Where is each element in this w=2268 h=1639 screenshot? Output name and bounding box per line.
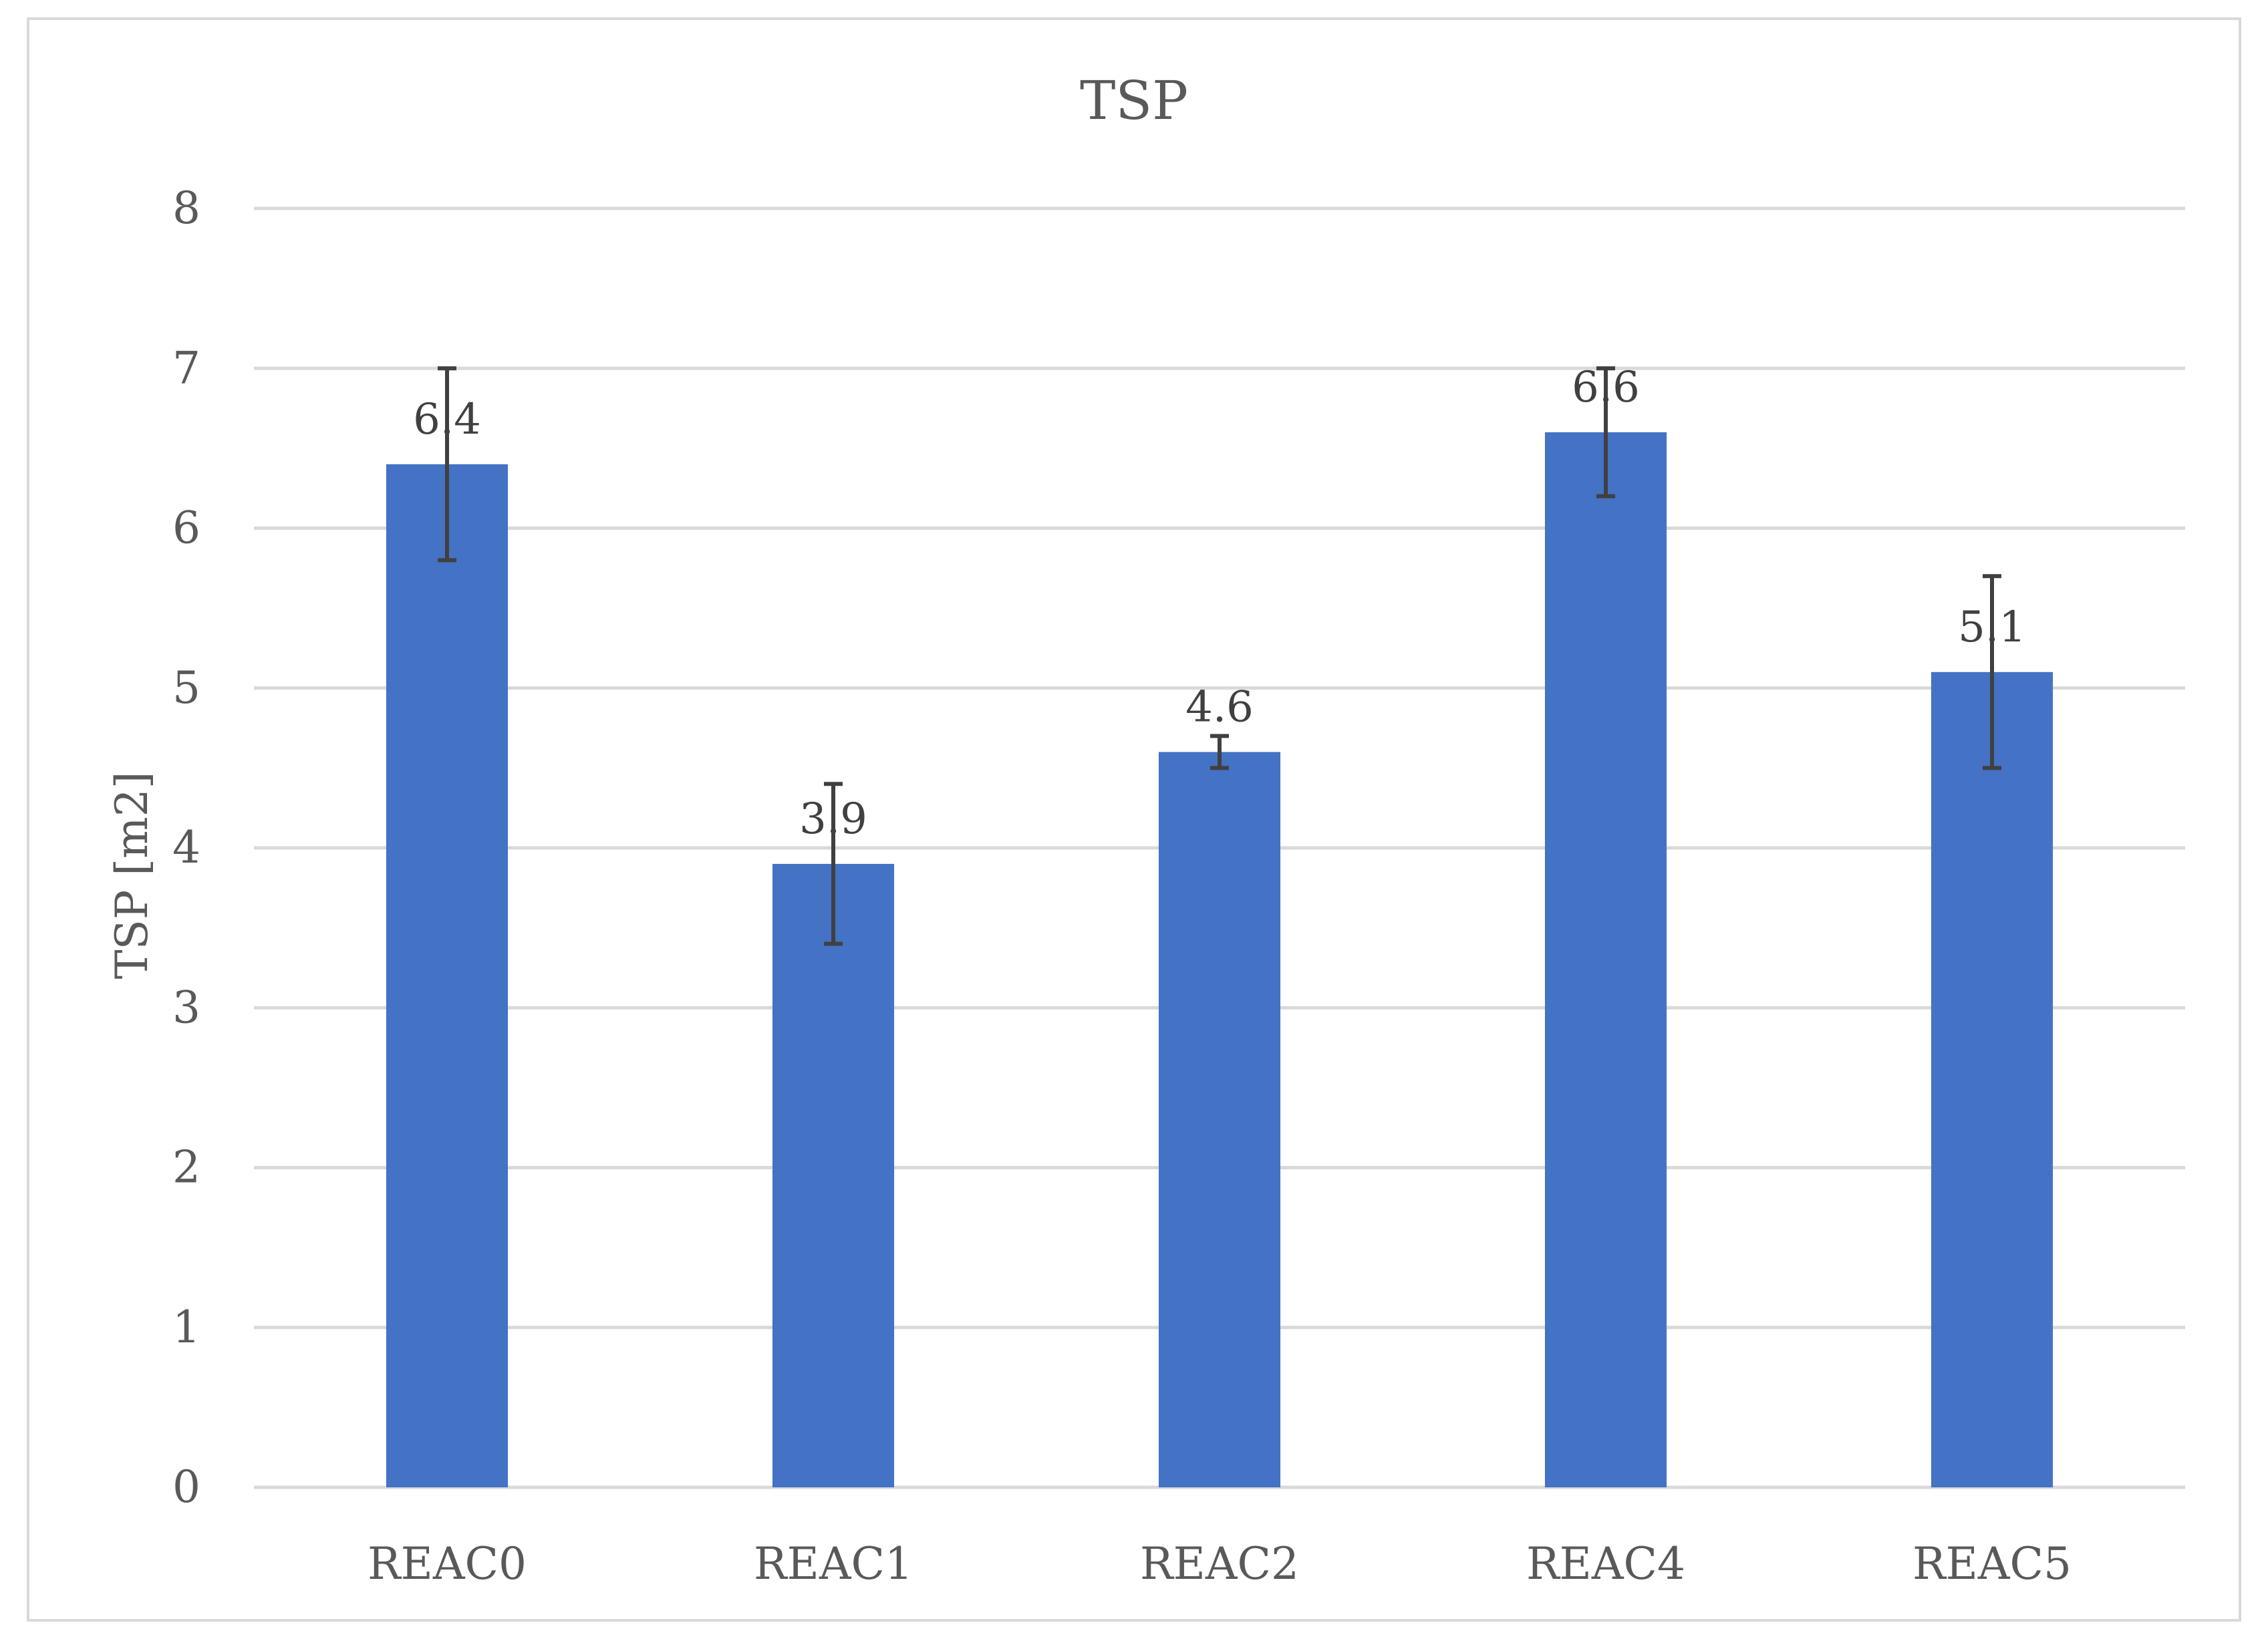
error-bar-REAC0 (438, 366, 456, 563)
error-bars (438, 366, 2001, 946)
bar-REAC1 (772, 863, 895, 1487)
bar-REAC0 (386, 464, 509, 1487)
y-tick-label-7: 7 (172, 342, 200, 394)
error-bar-REAC4 (1596, 366, 1615, 498)
error-bar-REAC5 (1983, 574, 2001, 770)
y-tick-label-1: 1 (172, 1302, 200, 1353)
bars (386, 432, 2053, 1488)
x-tick-label-REAC1: REAC1 (754, 1538, 913, 1590)
bar-REAC4 (1544, 432, 1667, 1488)
data-label-REAC1: 3.9 (799, 794, 867, 844)
y-tick-label-0: 0 (172, 1461, 200, 1513)
error-bar-REAC2 (1210, 734, 1229, 770)
data-label-REAC0: 6.4 (413, 395, 481, 444)
data-label-REAC2: 4.6 (1185, 682, 1254, 732)
bar-REAC5 (1931, 672, 2053, 1488)
data-label-REAC5: 5.1 (1958, 603, 2026, 652)
data-labels: 6.4 3.9 4.6 6.6 5.1 (413, 363, 2026, 844)
x-tick-label-REAC5: REAC5 (1912, 1538, 2072, 1590)
y-tick-label-2: 2 (172, 1142, 200, 1193)
x-axis-ticks: REAC0 REAC1 REAC2 REAC4 REAC5 (368, 1538, 2072, 1590)
y-tick-label-8: 8 (172, 182, 200, 234)
error-bar-REAC1 (824, 782, 843, 946)
y-tick-label-6: 6 (172, 502, 200, 554)
x-tick-label-REAC2: REAC2 (1140, 1538, 1299, 1590)
y-axis-ticks: 0 1 2 3 4 5 6 7 8 (172, 182, 200, 1513)
y-tick-label-4: 4 (172, 822, 200, 873)
y-axis-label: TSP [m2] (106, 772, 158, 980)
x-tick-label-REAC4: REAC4 (1526, 1538, 1685, 1590)
chart-title: TSP (1080, 69, 1188, 132)
gridlines (254, 206, 2185, 1489)
y-tick-label-3: 3 (172, 982, 200, 1033)
y-tick-label-5: 5 (172, 662, 200, 714)
data-label-REAC4: 6.6 (1572, 363, 1640, 412)
x-tick-label-REAC0: REAC0 (368, 1538, 527, 1590)
bar-REAC2 (1158, 752, 1281, 1487)
